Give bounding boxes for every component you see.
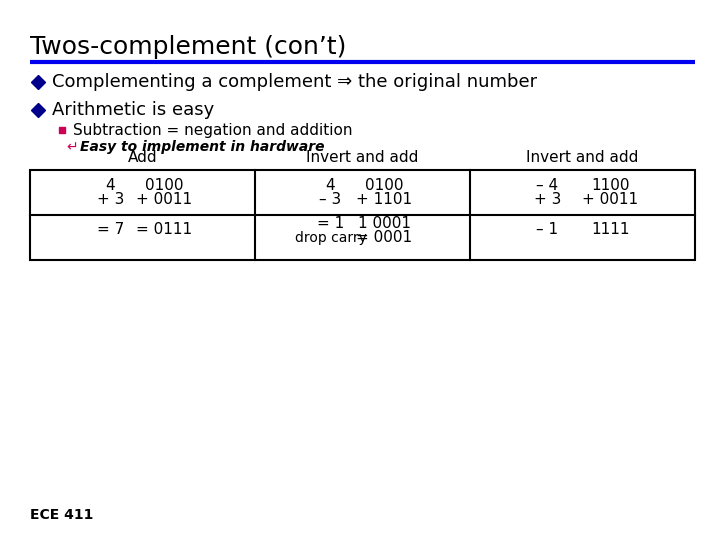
Text: – 4: – 4 bbox=[536, 178, 559, 192]
Text: 0100: 0100 bbox=[365, 178, 404, 192]
Text: Easy to implement in hardware: Easy to implement in hardware bbox=[80, 140, 325, 154]
Text: Twos-complement (con’t): Twos-complement (con’t) bbox=[30, 35, 346, 59]
Text: 4: 4 bbox=[106, 178, 115, 192]
Text: = 1: = 1 bbox=[317, 215, 344, 231]
Text: Subtraction = negation and addition: Subtraction = negation and addition bbox=[73, 123, 353, 138]
Text: + 0011: + 0011 bbox=[582, 192, 639, 207]
Text: + 3: + 3 bbox=[96, 192, 124, 207]
Text: Add: Add bbox=[127, 150, 157, 165]
Bar bbox=[30, 170, 695, 260]
Text: ↵: ↵ bbox=[66, 140, 78, 154]
Text: – 1: – 1 bbox=[536, 222, 559, 238]
Text: 1111: 1111 bbox=[591, 222, 630, 238]
Text: 0100: 0100 bbox=[145, 178, 184, 192]
Text: + 0011: + 0011 bbox=[136, 192, 192, 207]
Text: – 3: – 3 bbox=[320, 192, 341, 207]
Text: 1100: 1100 bbox=[591, 178, 630, 192]
Text: Complementing a complement ⇒ the original number: Complementing a complement ⇒ the origina… bbox=[52, 73, 537, 91]
Text: Invert and add: Invert and add bbox=[526, 150, 639, 165]
Text: = 0001: = 0001 bbox=[356, 231, 413, 246]
Text: drop carry: drop carry bbox=[294, 231, 366, 245]
Text: = 7: = 7 bbox=[97, 222, 124, 238]
Text: = 0111: = 0111 bbox=[136, 222, 192, 238]
Text: 4: 4 bbox=[325, 178, 336, 192]
Text: + 3: + 3 bbox=[534, 192, 561, 207]
Text: + 1101: + 1101 bbox=[356, 192, 413, 207]
Text: ECE 411: ECE 411 bbox=[30, 508, 94, 522]
Text: Arithmetic is easy: Arithmetic is easy bbox=[52, 101, 215, 119]
Text: 1 0001: 1 0001 bbox=[358, 215, 411, 231]
Text: Invert and add: Invert and add bbox=[306, 150, 419, 165]
